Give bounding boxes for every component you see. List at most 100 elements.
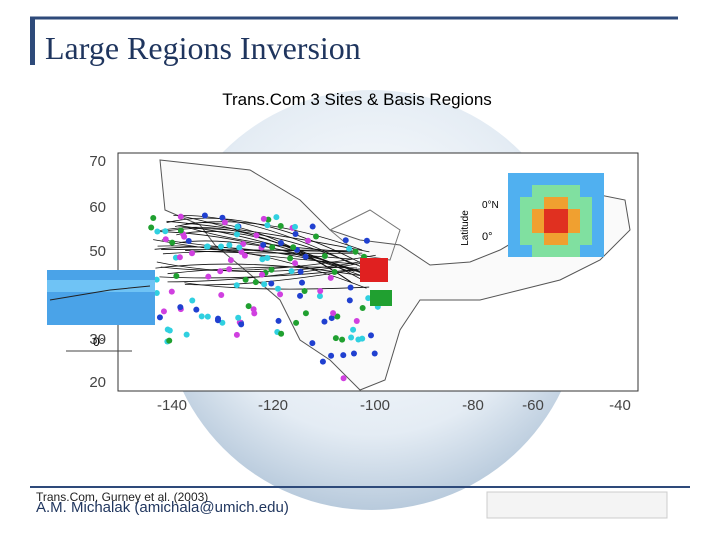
marker bbox=[177, 304, 184, 311]
heat-cell bbox=[556, 197, 568, 209]
marker bbox=[176, 254, 183, 261]
heat-cell bbox=[580, 221, 592, 233]
heat-cell bbox=[532, 221, 544, 233]
marker bbox=[277, 223, 284, 230]
heat-cell bbox=[532, 209, 544, 221]
marker bbox=[309, 340, 316, 347]
marker bbox=[340, 352, 347, 359]
marker bbox=[233, 231, 240, 238]
marker bbox=[205, 273, 212, 280]
trajectory bbox=[161, 249, 352, 253]
inset-left: 0° bbox=[47, 270, 155, 352]
marker bbox=[162, 228, 169, 235]
map-figure: 706050403020 -140-120-100-80-60-40 bbox=[89, 152, 639, 414]
trajectory bbox=[157, 245, 367, 289]
marker bbox=[278, 330, 285, 337]
marker bbox=[238, 248, 245, 255]
marker bbox=[235, 314, 242, 321]
marker bbox=[273, 214, 280, 221]
marker bbox=[218, 292, 225, 299]
inset-tick-label: 0°N bbox=[482, 200, 499, 211]
heat-cell bbox=[520, 197, 532, 209]
heat-cell bbox=[544, 221, 556, 233]
inset-heatmap bbox=[508, 173, 604, 257]
marker bbox=[264, 222, 271, 229]
heat-cell bbox=[580, 185, 592, 197]
marker bbox=[321, 318, 328, 325]
marker bbox=[340, 375, 347, 382]
marker bbox=[218, 243, 225, 250]
marker bbox=[275, 317, 282, 324]
marker bbox=[166, 327, 173, 334]
marker bbox=[305, 237, 312, 244]
marker bbox=[297, 268, 304, 275]
marker bbox=[153, 276, 160, 283]
heat-cell bbox=[592, 209, 604, 221]
trajectory bbox=[160, 254, 376, 271]
marker bbox=[302, 310, 309, 317]
footer-text: A.M. Michalak (amichala@umich.edu) bbox=[36, 499, 289, 516]
marker bbox=[299, 279, 306, 286]
marker bbox=[250, 306, 257, 313]
marker bbox=[268, 266, 275, 273]
marker bbox=[319, 358, 326, 365]
citation: Trans.Com, Gurney et al. (2003) bbox=[36, 490, 208, 504]
heat-cell bbox=[508, 197, 520, 209]
heat-cell bbox=[556, 233, 568, 245]
heat-cell bbox=[592, 245, 604, 257]
inset-tick-label: 0° bbox=[482, 231, 493, 243]
marker bbox=[181, 233, 188, 240]
heat-cell bbox=[592, 185, 604, 197]
marker bbox=[268, 280, 275, 287]
region-marker bbox=[360, 258, 388, 282]
heat-cell bbox=[520, 221, 532, 233]
inset-curve bbox=[49, 285, 151, 301]
heat-cell bbox=[556, 185, 568, 197]
marker bbox=[277, 240, 284, 247]
marker bbox=[265, 216, 272, 223]
marker bbox=[219, 214, 226, 221]
x-tick-label: -80 bbox=[462, 397, 484, 414]
heat-cell bbox=[544, 233, 556, 245]
inset-tick-label: 0° bbox=[93, 335, 105, 349]
marker bbox=[350, 326, 357, 333]
inset-right: Latitude 0°N 0° bbox=[460, 173, 604, 257]
heat-cell bbox=[544, 185, 556, 197]
marker bbox=[274, 285, 281, 292]
heat-cell bbox=[568, 209, 580, 221]
heat-cell bbox=[556, 173, 568, 185]
marker bbox=[168, 288, 175, 295]
marker bbox=[348, 334, 355, 341]
marker bbox=[177, 213, 184, 220]
x-tick-label: -120 bbox=[258, 397, 288, 414]
trajectory bbox=[166, 217, 373, 270]
marker bbox=[259, 256, 266, 263]
marker bbox=[261, 281, 268, 288]
x-tick-label: -60 bbox=[522, 397, 544, 414]
heat-cell bbox=[544, 173, 556, 185]
y-tick-label: 60 bbox=[89, 199, 106, 216]
marker bbox=[245, 303, 252, 310]
accent-bar bbox=[30, 17, 35, 65]
marker bbox=[277, 291, 284, 298]
region-marker bbox=[370, 290, 392, 306]
marker bbox=[217, 268, 224, 275]
marker bbox=[334, 313, 341, 320]
heat-cell bbox=[532, 185, 544, 197]
marker bbox=[352, 248, 359, 255]
heat-cell bbox=[556, 221, 568, 233]
marker bbox=[198, 313, 205, 320]
heat-cell bbox=[520, 173, 532, 185]
y-tick-label: 20 bbox=[89, 374, 106, 391]
trajectory bbox=[185, 250, 363, 254]
trajectory bbox=[167, 266, 358, 275]
marker bbox=[297, 292, 304, 299]
marker bbox=[346, 297, 353, 304]
marker bbox=[240, 241, 247, 248]
heat-cell bbox=[580, 197, 592, 209]
heat-cell bbox=[532, 245, 544, 257]
heat-cell bbox=[592, 197, 604, 209]
heat-cell bbox=[508, 173, 520, 185]
marker bbox=[252, 279, 259, 286]
marker bbox=[327, 274, 334, 281]
